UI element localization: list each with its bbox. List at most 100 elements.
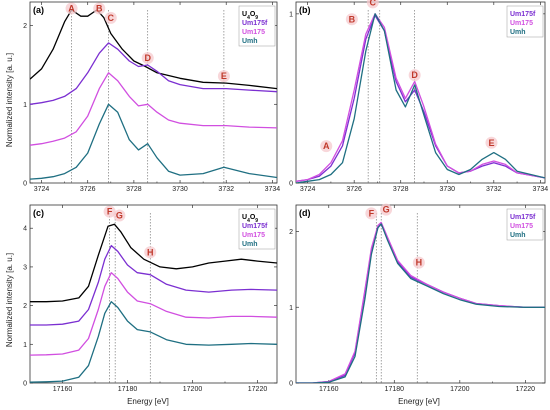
annotation-label: H xyxy=(147,247,154,257)
legend-entry: Um175 xyxy=(242,232,265,239)
legend-entry: Um175f xyxy=(510,214,536,221)
y-tick-label: 0 xyxy=(23,381,27,388)
annotation-label: C xyxy=(370,0,377,7)
x-tick-label: 3726 xyxy=(80,186,96,193)
annotation-bubble xyxy=(93,2,106,15)
legend-entry: Umh xyxy=(510,29,526,36)
x-tick-label: 3732 xyxy=(218,186,234,193)
annotation-label: E xyxy=(488,138,494,148)
annotation-label: F xyxy=(107,207,113,217)
panel-1: 3724 3726 3728 3730 3732 3734 0 1 (b) A B C D E Um175f… xyxy=(289,0,548,193)
panel-label: (a) xyxy=(33,5,44,15)
series-line-um175 xyxy=(296,13,545,182)
legend-entry: Umh xyxy=(242,241,258,248)
legend-box xyxy=(238,5,276,47)
series-line-um175 xyxy=(30,272,277,356)
x-tick-label: 17160 xyxy=(319,386,339,393)
legend-entry: Um175 xyxy=(510,20,533,27)
legend-entry: Umh xyxy=(242,38,258,45)
annotation-bubble xyxy=(485,136,498,149)
annotation-label: C xyxy=(108,13,115,23)
annotation-bubble xyxy=(104,11,117,24)
annotation-bubble xyxy=(320,140,333,153)
legend-entry: Um175f xyxy=(242,20,268,27)
xlabel-right: Energy [eV] xyxy=(398,397,440,406)
x-tick-label: 3724 xyxy=(34,186,50,193)
legend-entry: Um175 xyxy=(242,29,265,36)
panel-3: 17160 17180 17200 17220 0 1 2 (d) F G H Um175f Um175… xyxy=(289,203,546,393)
x-tick-label: 17200 xyxy=(450,386,470,393)
panel-label: (d) xyxy=(299,208,311,218)
annotation-label: G xyxy=(383,205,390,215)
annotation-label: E xyxy=(221,71,227,81)
series-line-um175f xyxy=(30,244,277,326)
legend-entry: U4O9 xyxy=(242,214,258,224)
ylabel-top: Normalized intensity [a. u.] xyxy=(5,53,14,147)
y-tick-label: 4 xyxy=(23,226,27,233)
panel-label: (c) xyxy=(33,208,44,218)
x-tick-label: 3732 xyxy=(486,186,502,193)
x-tick-label: 17220 xyxy=(516,386,536,393)
panel-label: (b) xyxy=(299,5,311,15)
ylabel-bottom: Normalized intensity [a. u.] xyxy=(5,253,14,347)
x-tick-label: 3724 xyxy=(300,186,316,193)
series-line-umh xyxy=(296,13,545,183)
legend-entry: Umh xyxy=(510,232,526,239)
y-tick-label: 2 xyxy=(289,229,293,236)
annotation-bubble xyxy=(217,70,230,83)
x-tick-label: 17180 xyxy=(385,386,405,393)
x-tick-label: 3734 xyxy=(533,186,549,193)
series-line-um175f xyxy=(30,42,277,105)
annotation-bubble xyxy=(365,207,378,220)
annotation-label: B xyxy=(96,3,103,13)
y-tick-label: 1 xyxy=(23,342,27,349)
x-tick-label: 17200 xyxy=(183,386,203,393)
annotation-bubble xyxy=(144,246,157,259)
plot-frame xyxy=(29,1,278,184)
x-tick-label: 3734 xyxy=(265,186,281,193)
legend-entry: Um175f xyxy=(242,223,268,230)
legend-entry: Um175 xyxy=(510,223,533,230)
x-tick-label: 3728 xyxy=(126,186,142,193)
y-tick-label: 3 xyxy=(23,264,27,271)
series-line-umh xyxy=(296,223,545,383)
plot-frame xyxy=(295,1,546,184)
legend-box xyxy=(238,208,276,250)
y-tick-label: 2 xyxy=(23,23,27,30)
legend-box xyxy=(506,5,544,38)
annotation-bubble xyxy=(380,203,393,216)
y-tick-label: 0 xyxy=(289,381,293,388)
annotation-label: D xyxy=(411,70,418,80)
annotation-bubble xyxy=(366,0,379,9)
annotation-bubble xyxy=(345,13,358,26)
series-line-um175 xyxy=(296,221,545,383)
annotation-bubble xyxy=(412,256,425,269)
annotation-bubble xyxy=(408,69,421,82)
x-tick-label: 17220 xyxy=(248,386,268,393)
series-line-u4o9 xyxy=(30,9,277,90)
x-tick-label: 17160 xyxy=(53,386,73,393)
x-tick-label: 3728 xyxy=(393,186,409,193)
y-tick-label: 1 xyxy=(289,11,293,18)
legend-entry: Um175f xyxy=(510,11,536,18)
legend-box xyxy=(506,208,544,241)
x-tick-label: 3730 xyxy=(172,186,188,193)
annotation-label: G xyxy=(116,211,123,221)
annotation-bubble xyxy=(141,52,154,65)
y-tick-label: 1 xyxy=(23,102,27,109)
x-tick-label: 3730 xyxy=(439,186,455,193)
plot-frame xyxy=(29,204,278,384)
xlabel-left: Energy [eV] xyxy=(127,397,169,406)
y-tick-label: 0 xyxy=(23,181,27,188)
annotation-label: F xyxy=(369,208,375,218)
legend-entry: U4O9 xyxy=(242,11,258,21)
series-line-umh xyxy=(30,301,277,383)
y-tick-label: 1 xyxy=(289,305,293,312)
y-tick-label: 2 xyxy=(23,303,27,310)
series-line-umh xyxy=(30,103,277,180)
annotation-label: D xyxy=(144,53,151,63)
annotation-label: B xyxy=(349,14,356,24)
annotation-label: A xyxy=(323,141,330,151)
